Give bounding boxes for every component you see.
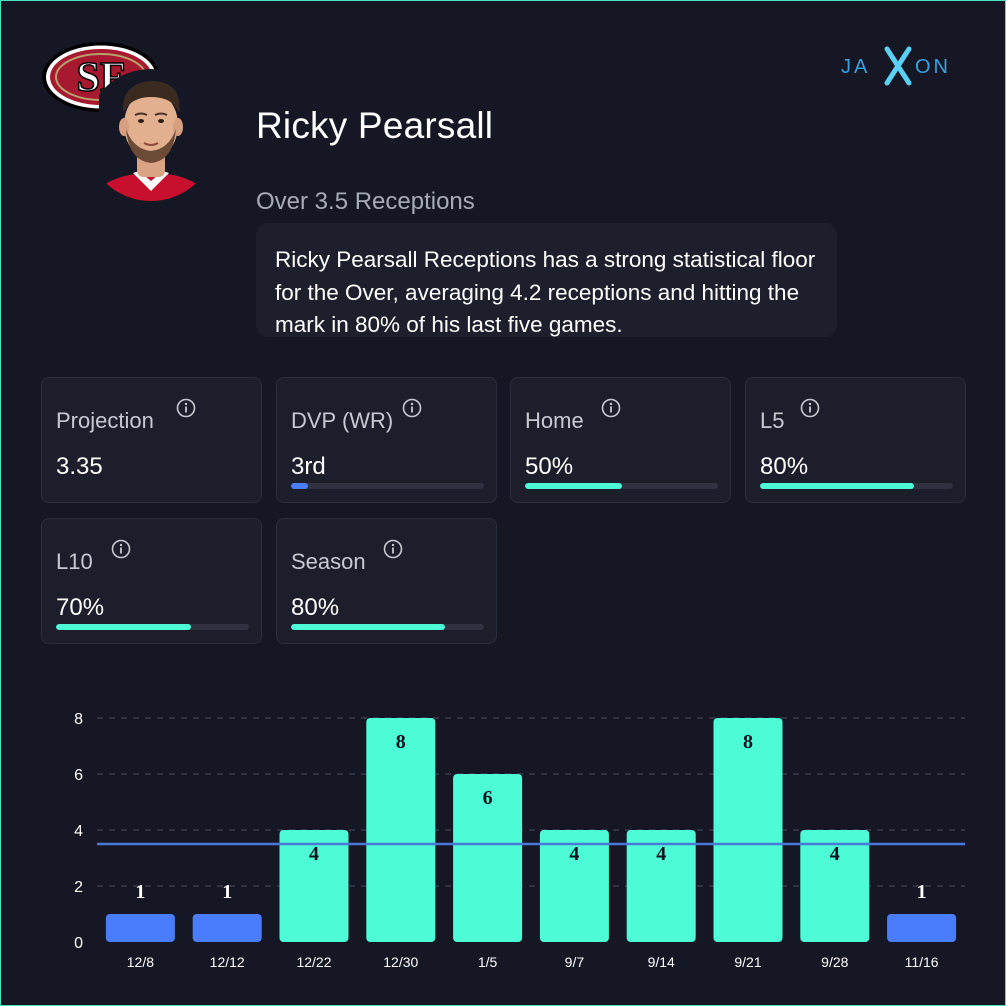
info-icon[interactable] [176,398,196,418]
stat-label: Home [525,408,584,433]
stat-value: 50% [525,453,574,480]
bar-value-label: 8 [396,731,406,753]
stat-card-l5: L5 80% [745,377,966,503]
svg-text:ON: ON [915,56,951,78]
info-icon[interactable] [601,398,621,418]
x-tick-label: 9/7 [565,954,585,970]
progress-track [760,483,953,489]
x-tick-label: 12/22 [296,954,331,970]
player-headshot [99,69,203,201]
progress-fill [525,483,622,489]
progress-fill [56,624,192,630]
bar [192,914,262,942]
receptions-bar-chart: 0 2 4 6 8 1 12/8 1 12/12 4 12/22 8 12/30 6 1/5 4 9/7 4 9/1… [74,711,965,970]
stat-label: L5 [760,408,785,433]
stat-label: Season [291,549,366,574]
info-icon[interactable] [800,398,820,418]
bar-value-label: 4 [309,843,319,865]
y-tick-label: 2 [74,879,83,896]
stat-card-season: Season 80% [276,518,497,644]
progress-track [291,624,484,630]
stat-value: 3rd [291,453,326,480]
x-tick-label: 12/8 [127,954,154,970]
svg-text:JA: JA [841,56,870,78]
stat-card-home: Home 50% [510,377,731,503]
bar [105,914,175,942]
y-tick-label: 4 [74,823,83,840]
player-name: Ricky Pearsall [256,105,494,146]
bar-value-label: 4 [569,843,579,865]
stat-value: 3.35 [56,453,103,480]
jaxon-logo-icon: JA ON [841,46,951,86]
bar [453,774,523,942]
bar-value-label: 1 [222,881,232,903]
bar-value-label: 4 [830,843,840,865]
x-tick-label: 1/5 [478,954,498,970]
bar-value-label: 1 [917,881,927,903]
x-tick-label: 12/30 [383,954,418,970]
x-tick-label: 11/16 [905,954,939,970]
progress-fill [760,483,915,489]
bar [279,830,349,942]
stat-label: Projection [56,408,154,433]
y-tick-label: 0 [74,935,83,952]
bar [887,914,957,942]
stat-label: L10 [56,549,93,574]
prop-line: Over 3.5 Receptions [256,188,475,215]
analysis-summary: Ricky Pearsall Receptions has a strong s… [256,223,837,337]
bar [626,830,696,942]
bar [800,830,870,942]
bar-value-label: 6 [483,787,493,809]
stat-value: 70% [56,594,105,621]
x-tick-label: 9/28 [821,954,848,970]
info-icon[interactable] [111,539,131,559]
x-tick-label: 9/21 [734,954,761,970]
stat-card-l10: L10 70% [41,518,262,644]
progress-fill [291,624,446,630]
progress-track [525,483,718,489]
progress-track [56,624,249,630]
bar-value-label: 8 [743,731,753,753]
y-tick-label: 8 [74,711,83,728]
info-icon[interactable] [383,539,403,559]
stat-value: 80% [291,594,340,621]
x-tick-label: 9/14 [648,954,675,970]
analysis-summary-text: Ricky Pearsall Receptions has a strong s… [275,247,816,337]
x-tick-label: 12/12 [210,954,245,970]
bar-value-label: 4 [656,843,666,865]
stat-value: 80% [760,453,809,480]
bar [366,718,436,942]
bar-value-label: 1 [135,881,145,903]
y-tick-label: 6 [74,767,83,784]
stat-card-dvp: DVP (WR) 3rd [276,377,497,503]
bar [539,830,609,942]
stat-label: DVP (WR) [291,408,394,433]
progress-fill [291,483,309,489]
progress-track [291,483,484,489]
info-icon[interactable] [402,398,422,418]
stat-card-projection: Projection 3.35 [41,377,262,503]
bar [713,718,783,942]
